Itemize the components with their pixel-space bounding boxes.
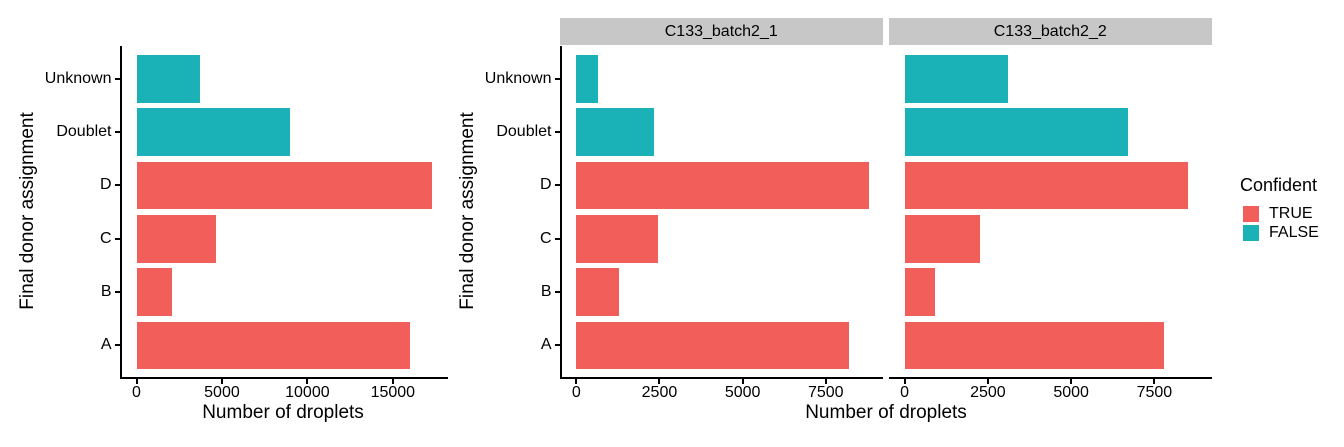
bar-C133_batch2_1-A	[576, 321, 850, 370]
bar-C133_batch2_1-C	[576, 214, 658, 263]
y-tick-label: D	[539, 176, 552, 194]
x-tick	[986, 379, 989, 384]
facet-strip-label: C133_batch2_1	[664, 22, 778, 40]
bar-C133_batch2_2-Doublet	[904, 108, 1128, 156]
x-tick	[1153, 379, 1156, 384]
bar-overall-Doublet	[136, 108, 291, 156]
y-axis-line	[559, 46, 562, 379]
x-tick	[658, 379, 661, 384]
y-tick	[114, 131, 120, 134]
legend-item-true: TRUE	[1240, 205, 1319, 222]
y-tick-label: Unknown	[44, 69, 112, 87]
x-axis-line	[889, 377, 1212, 379]
x-tick	[135, 379, 138, 384]
bar-C133_batch2_2-D	[904, 161, 1188, 210]
y-tick	[114, 184, 120, 187]
bar-C133_batch2_2-B	[904, 268, 935, 316]
x-tick	[220, 379, 223, 384]
x-tick	[306, 379, 309, 384]
legend-item-false: FALSE	[1240, 224, 1319, 241]
x-tick-label: 0	[132, 384, 141, 401]
overall-y-axis-title: Final donor assignment	[17, 112, 38, 310]
facet-strip-batch2-2: C133_batch2_2	[889, 18, 1212, 45]
y-tick-label: A	[540, 336, 552, 354]
legend-swatch-true	[1243, 206, 1259, 222]
x-tick-label: 2500	[970, 384, 1006, 401]
facet-x-axis-title: Number of droplets	[805, 402, 967, 423]
bar-overall-B	[136, 268, 173, 316]
y-tick-label: Doublet	[56, 123, 112, 141]
y-tick	[554, 344, 560, 347]
legend-title: Confident	[1240, 175, 1318, 195]
y-tick	[554, 237, 560, 240]
x-tick-label: 7500	[1136, 384, 1173, 401]
x-tick-label: 5000	[1053, 384, 1089, 401]
bar-C133_batch2_1-B	[576, 268, 619, 316]
y-tick	[114, 344, 120, 347]
x-tick	[391, 379, 394, 384]
y-tick-label: A	[100, 336, 112, 354]
y-tick-label: D	[99, 176, 112, 194]
x-tick	[575, 379, 578, 384]
bar-overall-A	[136, 321, 410, 370]
bar-C133_batch2_1-Doublet	[576, 108, 655, 156]
x-axis-line	[559, 377, 883, 379]
y-tick	[114, 237, 120, 240]
x-tick-label: 7500	[807, 384, 844, 401]
legend-swatch-false	[1243, 225, 1259, 241]
legend-item-label: TRUE	[1269, 205, 1313, 222]
overall-x-axis-title: Number of droplets	[202, 402, 364, 423]
x-tick-label: 0	[900, 384, 910, 401]
x-tick	[824, 379, 827, 384]
y-tick	[554, 291, 560, 294]
y-tick	[554, 131, 560, 134]
bar-C133_batch2_2-Unknown	[904, 55, 1008, 103]
y-tick-label: B	[100, 283, 112, 301]
y-axis-line	[119, 46, 122, 379]
y-tick	[554, 184, 560, 187]
bar-C133_batch2_1-D	[576, 161, 870, 210]
y-tick	[554, 77, 560, 80]
facet-strip-label: C133_batch2_2	[993, 22, 1107, 40]
y-tick-label: B	[540, 283, 552, 301]
x-tick	[903, 379, 906, 384]
y-tick-label: Unknown	[484, 69, 552, 87]
bar-overall-C	[136, 214, 216, 263]
bar-overall-Unknown	[136, 55, 200, 103]
x-tick-label: 2500	[641, 384, 678, 401]
x-tick-label: 10000	[285, 384, 330, 401]
y-tick	[114, 77, 120, 80]
x-tick	[741, 379, 744, 384]
facet-y-axis-title: Final donor assignment	[457, 112, 478, 310]
x-axis-line	[119, 377, 448, 379]
bar-C133_batch2_1-Unknown	[576, 55, 598, 103]
legend-item-label: FALSE	[1269, 224, 1319, 241]
y-tick-label: Doublet	[496, 123, 552, 141]
y-tick-label: C	[539, 229, 552, 247]
x-tick-label: 5000	[204, 384, 240, 401]
x-tick-label: 5000	[724, 384, 761, 401]
bar-C133_batch2_2-A	[904, 321, 1165, 370]
y-tick	[114, 291, 120, 294]
x-tick	[1070, 379, 1073, 384]
x-tick-label: 15000	[370, 384, 416, 401]
bar-C133_batch2_2-C	[904, 214, 980, 263]
y-tick-label: C	[99, 229, 112, 247]
bar-overall-D	[136, 161, 433, 210]
facet-strip-batch2-1: C133_batch2_1	[559, 18, 883, 45]
legend: Confident TRUE FALSE	[1240, 175, 1319, 244]
x-tick-label: 0	[571, 384, 581, 401]
